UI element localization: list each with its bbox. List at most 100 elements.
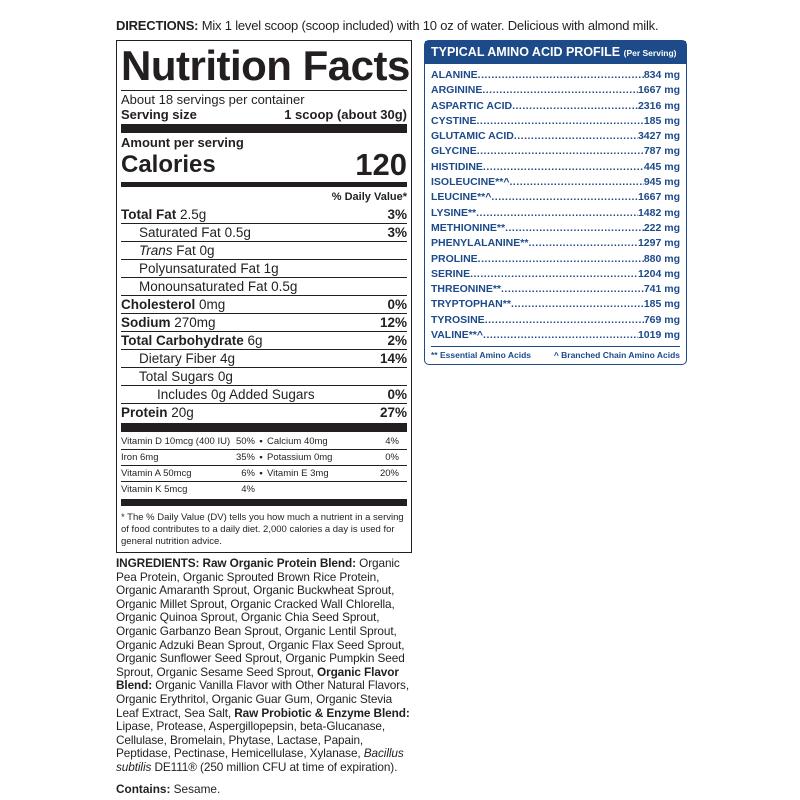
amino-row: GLYCINE 787 mg bbox=[431, 144, 680, 159]
vitamin-name: Vitamin K 5mcg bbox=[121, 484, 188, 495]
nutrient-name: Trans bbox=[139, 243, 173, 258]
calories-label: Calories bbox=[121, 151, 216, 178]
dot-leader bbox=[505, 221, 644, 236]
dot-leader bbox=[501, 282, 644, 297]
vitamin-dv: 4% bbox=[385, 436, 399, 447]
nutrient-name: Saturated Fat bbox=[139, 225, 221, 240]
amino-name: THREONINE** bbox=[431, 283, 502, 296]
vitamin-cell: Vitamin A 50mcg 6% bbox=[121, 466, 255, 481]
dot-leader bbox=[482, 83, 638, 98]
amino-row: VALINE**^ 1019 mg bbox=[431, 328, 680, 343]
nutrient-amount: 270mg bbox=[174, 315, 216, 330]
nutrient-label: Dietary Fiber 4g bbox=[121, 350, 235, 367]
ingredient-heading: Organic Flavor Blend: bbox=[116, 664, 399, 693]
dot-leader bbox=[511, 297, 644, 312]
dot-leader bbox=[483, 160, 644, 175]
vitamin-name: Calcium 40mg bbox=[267, 436, 328, 447]
nutrient-name: Cholesterol bbox=[121, 297, 196, 312]
vitamin-dv: 0% bbox=[385, 452, 399, 463]
nutrient-label: Polyunsaturated Fat 1g bbox=[121, 260, 279, 277]
nutrient-row: Includes 0g Added Sugars 0% bbox=[121, 385, 407, 403]
daily-value-header: % Daily Value* bbox=[331, 191, 407, 203]
servings-per-container: About 18 servings per container bbox=[121, 92, 407, 107]
nutrient-label: Cholesterol 0mg bbox=[121, 296, 225, 313]
vitamin-cell: Vitamin E 3mg 20% bbox=[267, 466, 399, 481]
directions-label: DIRECTIONS: bbox=[116, 18, 199, 33]
ingredient-text: Organic Pea Protein, Organic Sprouted Br… bbox=[116, 556, 405, 679]
amino-value: 880 mg bbox=[643, 252, 680, 265]
amino-row: PROLINE 880 mg bbox=[431, 252, 680, 267]
dot-leader bbox=[491, 190, 638, 205]
amino-name: ISOLEUCINE**^ bbox=[431, 176, 510, 189]
nutrient-label: Trans Fat 0g bbox=[121, 242, 215, 259]
ingredients: INGREDIENTS: Raw Organic Protein Blend: … bbox=[116, 556, 414, 775]
nutrient-amount: 0mg bbox=[199, 297, 226, 312]
nutrient-name: Protein bbox=[121, 405, 168, 420]
vitamin-row: Vitamin D 10mcg (400 IU) 50% • Calcium 40mg… bbox=[121, 434, 407, 449]
vitamin-row: Vitamin A 50mcg 6% • Vitamin E 3mg 20% bbox=[121, 465, 407, 481]
amino-row: TRYPTOPHAN** 185 mg bbox=[431, 297, 680, 312]
nutrient-row: Sodium 270mg 12% bbox=[121, 313, 407, 331]
dot-leader bbox=[470, 267, 638, 282]
nutrient-name: Monounsaturated Fat bbox=[139, 279, 268, 294]
amino-value: 1482 mg bbox=[637, 206, 680, 219]
nutrient-row: Total Fat 2.5g 3% bbox=[121, 206, 407, 223]
nutrient-name: Sodium bbox=[121, 315, 171, 330]
divider-thin bbox=[121, 90, 407, 91]
amino-value: 834 mg bbox=[643, 69, 680, 81]
amino-value: 445 mg bbox=[643, 160, 680, 173]
amino-value: 1667 mg bbox=[637, 191, 680, 204]
ingredient-text: Bacillus subtilis bbox=[116, 746, 404, 774]
serving-size: Serving size 1 scoop (about 30g) bbox=[121, 107, 407, 122]
dot-leader bbox=[509, 175, 643, 190]
amino-value: 2316 mg bbox=[637, 99, 680, 112]
calories-value: 120 bbox=[355, 147, 407, 182]
amino-list: ALANINE 834 mg ARGININE 1667 mg ASPARTIC ACI… bbox=[425, 64, 686, 343]
contains-label: Contains: bbox=[116, 781, 171, 796]
vitamin-dv: 6% bbox=[241, 468, 255, 479]
vitamin-row: Vitamin K 5mcg 4% bbox=[121, 481, 407, 497]
amino-value: 3427 mg bbox=[637, 130, 680, 143]
amino-row: ASPARTIC ACID 2316 mg bbox=[431, 99, 680, 114]
nutrient-dv: 3% bbox=[387, 225, 407, 240]
amino-value: 1204 mg bbox=[637, 267, 680, 280]
contains-text: Sesame. bbox=[170, 781, 221, 796]
vitamin-cell: Vitamin D 10mcg (400 IU) 50% bbox=[121, 434, 255, 449]
vitamin-dv: 4% bbox=[241, 484, 255, 495]
nutrient-row: Polyunsaturated Fat 1g bbox=[121, 259, 407, 277]
vitamin-cell: Iron 6mg 35% bbox=[121, 450, 255, 465]
nutrient-name: Total Fat bbox=[121, 207, 177, 222]
legend-essential: ** Essential Amino Acids bbox=[431, 350, 531, 361]
vitamin-cell: Vitamin K 5mcg 4% bbox=[121, 482, 255, 497]
vitamin-cell: Calcium 40mg 4% bbox=[267, 434, 399, 449]
amino-row: THREONINE** 741 mg bbox=[431, 282, 680, 297]
serving-size-label: Serving size bbox=[121, 107, 197, 122]
amino-name: PHENYLALANINE** bbox=[431, 237, 529, 250]
vitamin-row: Iron 6mg 35% • Potassium 0mg 0% bbox=[121, 449, 407, 465]
nutrient-dv: 0% bbox=[387, 297, 407, 312]
legend-bcaa: ^ Branched Chain Amino Acids bbox=[553, 350, 680, 361]
amino-row: LEUCINE**^ 1667 mg bbox=[431, 190, 680, 205]
servings-text: About 18 servings per container bbox=[121, 92, 305, 107]
nutrient-label: Total Sugars 0g bbox=[121, 368, 233, 385]
left-column: Nutrition Facts About 18 servings per co… bbox=[116, 40, 414, 796]
dot-leader bbox=[477, 114, 644, 129]
directions-text: Mix 1 level scoop (scoop included) with … bbox=[198, 18, 659, 33]
amino-value: 185 mg bbox=[643, 298, 680, 311]
vitamin-dv: 35% bbox=[235, 452, 255, 463]
amino-name: METHIONINE** bbox=[431, 221, 506, 234]
amino-row: GLUTAMIC ACID 3427 mg bbox=[431, 129, 680, 144]
ingredient-heading: INGREDIENTS: Raw Organic Protein Blend: bbox=[116, 556, 356, 570]
bullet-separator: • bbox=[259, 436, 263, 447]
dot-leader bbox=[512, 99, 638, 114]
amino-name: ARGININE bbox=[431, 84, 483, 97]
divider-medium bbox=[121, 182, 407, 187]
contains: Contains: Sesame. bbox=[116, 781, 414, 797]
amino-value: 945 mg bbox=[643, 176, 680, 189]
amino-row: HISTIDINE 445 mg bbox=[431, 160, 680, 175]
amino-value: 769 mg bbox=[643, 313, 680, 326]
amino-name: GLYCINE bbox=[431, 145, 477, 158]
amino-row: TYROSINE 769 mg bbox=[431, 313, 680, 328]
nutrient-name: Includes 0g Added Sugars bbox=[157, 387, 315, 402]
nutrient-amount: 2.5g bbox=[180, 207, 207, 222]
